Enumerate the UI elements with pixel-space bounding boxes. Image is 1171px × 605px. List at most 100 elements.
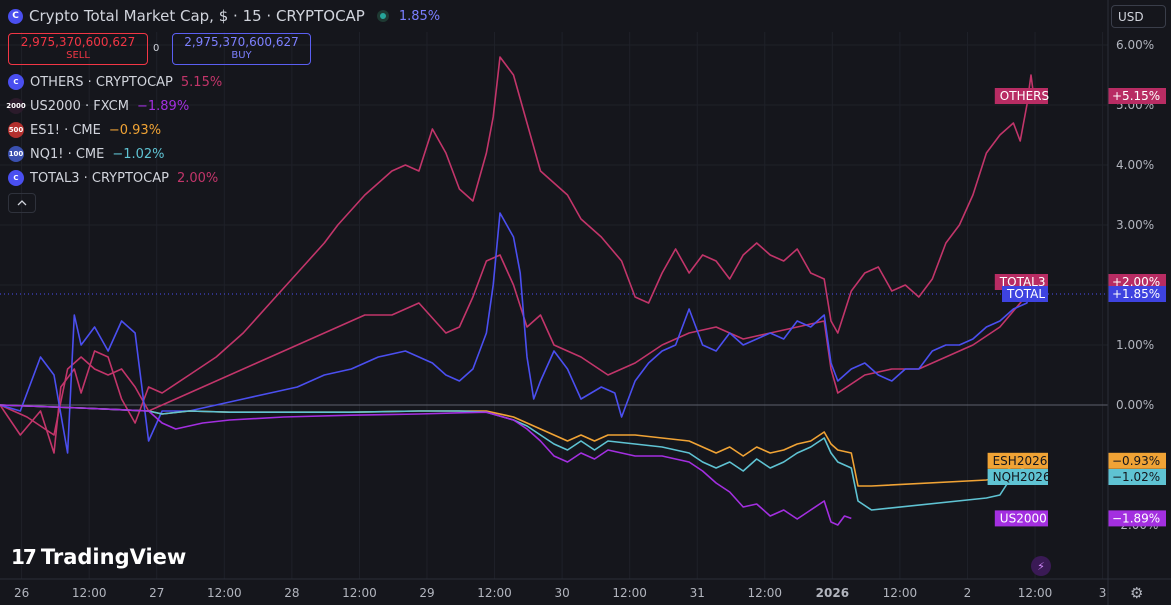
x-tick-label: 12:00 <box>477 586 512 600</box>
legend-row[interactable]: C TOTAL3 · CRYPTOCAP 2.00% <box>8 169 218 187</box>
series-line-total3 <box>0 254 1035 436</box>
y-tick-label: 4.00% <box>1116 158 1154 172</box>
x-tick-label: 26 <box>14 586 29 600</box>
scale-label-value-bg <box>1108 452 1166 469</box>
x-tick-label: 30 <box>554 586 569 600</box>
scale-label-value: +5.15% <box>1112 89 1160 103</box>
legend-row[interactable]: 100 NQ1! · CME −1.02% <box>8 145 165 163</box>
chevron-up-icon <box>17 200 27 206</box>
lightning-icon[interactable]: ⚡ <box>1031 556 1051 576</box>
tradingview-logo[interactable]: 17 TradingView <box>11 545 186 569</box>
x-tick-label: 12:00 <box>747 586 782 600</box>
legend-symbol-name: TOTAL3 · CRYPTOCAP <box>30 170 169 186</box>
x-tick-label: 12:00 <box>612 586 647 600</box>
symbol-icon: 500 <box>8 122 24 138</box>
sell-price: 2,975,370,600,627 <box>20 35 136 49</box>
x-tick-label: 3 <box>1099 586 1107 600</box>
scale-label-name: NQH2026 <box>993 470 1051 484</box>
sell-label: SELL <box>66 50 90 61</box>
scale-label-value: −1.89% <box>1112 511 1160 525</box>
buy-price: 2,975,370,600,627 <box>184 35 299 49</box>
scale-label-value-bg <box>1108 469 1166 485</box>
series-line-others <box>0 56 1035 454</box>
header-change: 1.85% <box>398 8 441 24</box>
x-tick-label: 31 <box>690 586 705 600</box>
x-tick-label: 12:00 <box>207 586 242 600</box>
scale-label-value: +2.00% <box>1112 275 1160 289</box>
gear-icon[interactable]: ⚙ <box>1130 584 1144 602</box>
market-open-dot-icon[interactable] <box>376 10 389 22</box>
symbol-icon: C <box>8 74 24 90</box>
scale-label-value-bg <box>1108 286 1166 302</box>
time-scale-bg <box>0 579 1171 605</box>
series-line-nqh2026 <box>0 404 1034 511</box>
x-tick-label: 12:00 <box>72 586 107 600</box>
x-tick-label: 29 <box>419 586 434 600</box>
currency-selector[interactable]: USD <box>1111 5 1166 28</box>
scale-label-nqh2026: NQH2026 −1.02% <box>987 469 1166 485</box>
x-tick-label: 12:00 <box>883 586 918 600</box>
scale-label-value: +1.85% <box>1112 287 1160 301</box>
symbol-icon: 2000 <box>6 98 26 114</box>
crypto-cap-icon: C <box>8 8 23 24</box>
legend-row[interactable]: 2000 US2000 · FXCM −1.89% <box>6 97 190 115</box>
y-tick-label: 6.00% <box>1116 38 1154 52</box>
chart-grid <box>0 32 1108 579</box>
legend-change: 5.15% <box>180 74 223 90</box>
scale-label-name: ESH2026 <box>993 454 1048 468</box>
scale-label-value-bg <box>1108 510 1166 527</box>
chart-series <box>0 56 1044 526</box>
scale-label-total: TOTAL +1.85% <box>1002 286 1166 302</box>
legend-symbol-name: ES1! · CME <box>30 122 101 138</box>
x-tick-label: 28 <box>284 586 299 600</box>
legend-row[interactable]: 500 ES1! · CME −0.93% <box>8 121 161 139</box>
symbol-icon: C <box>8 170 24 186</box>
chart-title[interactable]: Crypto Total Market Cap, $ · 15 · CRYPTO… <box>29 7 365 25</box>
scale-label-value: −1.02% <box>1112 470 1160 484</box>
chart-header: C Crypto Total Market Cap, $ · 15 · CRYP… <box>8 6 440 26</box>
scale-label-name-bg <box>994 88 1048 104</box>
buy-label: BUY <box>231 50 252 61</box>
y-tick-label: 0.00% <box>1116 398 1154 412</box>
tradingview-mark-icon: 17 <box>11 545 37 569</box>
y-tick-label: 3.00% <box>1116 218 1154 232</box>
scale-label-value: −0.93% <box>1112 454 1160 468</box>
series-line-us2000 <box>0 404 852 526</box>
scale-label-name: TOTAL3 <box>999 275 1046 289</box>
legend-change: −1.89% <box>136 98 190 114</box>
spread-value: 0 <box>153 43 160 54</box>
sell-button[interactable]: 2,975,370,600,627 SELL <box>8 33 148 65</box>
legend-change: −0.93% <box>108 122 162 138</box>
y-tick-label: 1.00% <box>1116 338 1154 352</box>
scale-label-name: OTHERS <box>1000 89 1049 103</box>
series-line-total <box>0 212 1035 454</box>
x-tick-label: 2026 <box>816 586 849 600</box>
scale-label-esh2026: ESH2026 −0.93% <box>987 452 1166 469</box>
brand-name: TradingView <box>40 545 187 569</box>
symbol-icon: 100 <box>8 146 24 162</box>
collapse-legend-button[interactable] <box>8 193 36 213</box>
scale-label-name-bg <box>994 510 1048 527</box>
x-tick-label: 2 <box>964 586 972 600</box>
scale-label-name: US2000 <box>1000 511 1047 525</box>
legend-change: 2.00% <box>176 170 219 186</box>
scale-label-name-bg <box>1002 286 1048 302</box>
x-tick-label: 27 <box>149 586 164 600</box>
buy-button[interactable]: 2,975,370,600,627 BUY <box>172 33 311 65</box>
scale-label-us2000: US2000 −1.89% <box>994 510 1166 527</box>
legend-symbol-name: OTHERS · CRYPTOCAP <box>30 74 173 90</box>
x-tick-label: 12:00 <box>1018 586 1053 600</box>
scale-label-name-bg <box>987 469 1048 485</box>
series-scale-labels: OTHERS +5.15% TOTAL3 +2.00% TOTAL +1.85% ESH20… <box>987 88 1166 527</box>
legend-symbol-name: US2000 · FXCM <box>30 98 129 114</box>
scale-label-others: OTHERS +5.15% <box>994 88 1166 104</box>
scale-label-name: TOTAL <box>1006 287 1045 301</box>
x-tick-label: 12:00 <box>342 586 377 600</box>
legend-change: −1.02% <box>112 146 165 162</box>
scale-label-value-bg <box>1108 88 1166 104</box>
legend-symbol-name: NQ1! · CME <box>30 146 105 162</box>
scale-label-name-bg <box>987 452 1048 469</box>
legend-row[interactable]: C OTHERS · CRYPTOCAP 5.15% <box>8 73 222 91</box>
